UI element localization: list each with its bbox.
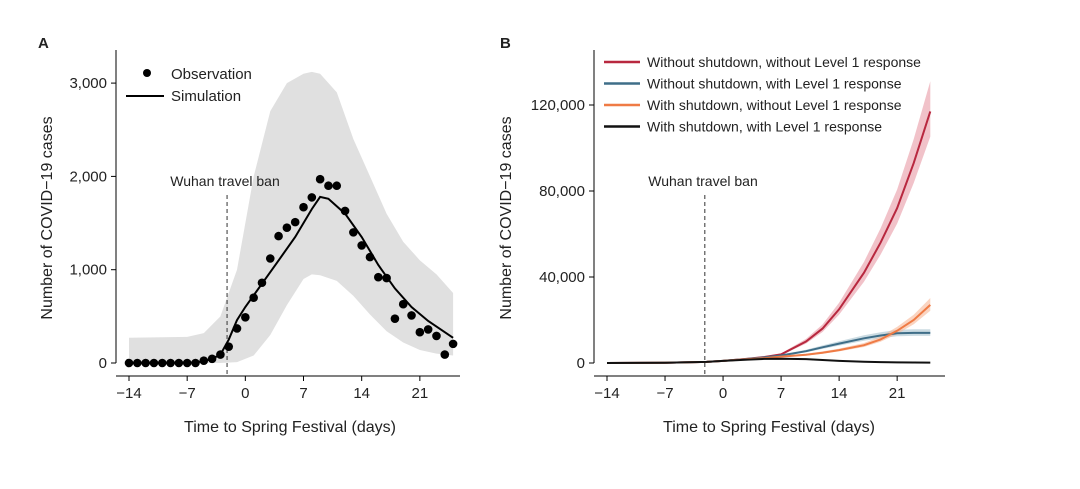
- observation-point: [241, 312, 250, 322]
- observation-point: [207, 354, 217, 364]
- y-axis-label-a: Number of COVID−19 cases: [39, 116, 56, 319]
- observation-point: [340, 206, 350, 216]
- observation-point: [307, 193, 317, 202]
- observation-point: [216, 350, 225, 359]
- observation-point: [365, 252, 375, 262]
- x-tick-label: 7: [299, 385, 307, 402]
- legend-label-3: With shutdown, with Level 1 response: [647, 119, 882, 135]
- y-tick-label: 3,000: [69, 75, 107, 92]
- legend-label-observation: Observation: [171, 66, 252, 83]
- confidence-band: [129, 71, 454, 364]
- observation-point: [357, 241, 366, 250]
- legend-label-0: Without shutdown, without Level 1 respon…: [647, 54, 921, 70]
- observation-point: [182, 358, 192, 368]
- legend-marker-observation: [143, 69, 151, 77]
- observation-point: [382, 273, 391, 283]
- travel-ban-label-b: Wuhan travel ban: [648, 173, 757, 189]
- observation-point: [149, 358, 159, 368]
- y-tick-label: 40,000: [539, 269, 585, 286]
- observation-point: [282, 223, 292, 233]
- x-tick-label: 7: [777, 385, 785, 402]
- observation-point: [290, 217, 300, 227]
- x-axis-label-b: Time to Spring Festival (days): [663, 419, 875, 436]
- observation-point: [265, 254, 275, 263]
- observation-point: [423, 325, 433, 334]
- x-tick-label: −14: [594, 385, 619, 402]
- observation-point: [166, 358, 175, 368]
- observation-point: [124, 358, 134, 368]
- x-tick-label: −14: [116, 385, 141, 402]
- legend-label-2: With shutdown, without Level 1 response: [647, 97, 902, 113]
- observation-point: [257, 278, 267, 288]
- y-tick-label: 0: [577, 355, 585, 372]
- legend-label-1: Without shutdown, with Level 1 response: [647, 76, 902, 92]
- observation-point: [224, 342, 234, 351]
- observation-point: [440, 350, 450, 359]
- observation-point: [199, 356, 209, 365]
- panel-label-a: A: [38, 35, 49, 52]
- observation-point: [157, 358, 167, 368]
- x-tick-label: −7: [179, 385, 196, 402]
- x-tick-label: −7: [656, 385, 673, 402]
- x-tick-label: 14: [831, 385, 848, 402]
- observation-point: [324, 181, 333, 191]
- x-tick-label: 14: [353, 385, 370, 402]
- x-tick-label: 21: [889, 385, 906, 402]
- observation-point: [415, 327, 425, 337]
- observation-point: [349, 228, 358, 237]
- observation-point: [141, 358, 150, 368]
- y-axis-label-b: Number of COVID−19 cases: [498, 116, 515, 319]
- observation-point: [374, 272, 383, 282]
- x-tick-label: 21: [412, 385, 429, 402]
- panel-label-b: B: [500, 35, 511, 52]
- observation-point: [315, 174, 325, 184]
- y-tick-label: 80,000: [539, 183, 585, 200]
- y-tick-label: 2,000: [69, 168, 107, 185]
- observation-point: [398, 299, 408, 309]
- x-tick-label: 0: [719, 385, 727, 402]
- observation-point: [448, 339, 458, 349]
- observation-point: [407, 311, 416, 320]
- observation-point: [332, 181, 342, 191]
- observation-point: [249, 293, 258, 302]
- y-tick-label: 1,000: [69, 262, 107, 279]
- observation-point: [274, 231, 283, 241]
- legend-label-simulation: Simulation: [171, 88, 241, 105]
- observation-point: [232, 324, 242, 333]
- observation-point: [133, 358, 142, 368]
- x-axis-label-a: Time to Spring Festival (days): [184, 419, 396, 436]
- observation-point: [174, 358, 184, 368]
- panel-b: B Number of COVID−19 cases Time to Sprin…: [498, 35, 945, 436]
- series-band-2: [607, 298, 931, 363]
- observation-point: [299, 202, 308, 212]
- panel-a: A Number of COVID−19 cases Time to Sprin…: [38, 35, 460, 436]
- y-tick-label: 0: [99, 355, 107, 372]
- observation-point: [390, 314, 400, 323]
- observation-point: [432, 331, 441, 341]
- y-tick-label: 120,000: [531, 97, 585, 114]
- travel-ban-label-a: Wuhan travel ban: [170, 173, 279, 189]
- x-tick-label: 0: [241, 385, 249, 402]
- observation-point: [191, 358, 200, 368]
- series-line-3: [606, 357, 931, 364]
